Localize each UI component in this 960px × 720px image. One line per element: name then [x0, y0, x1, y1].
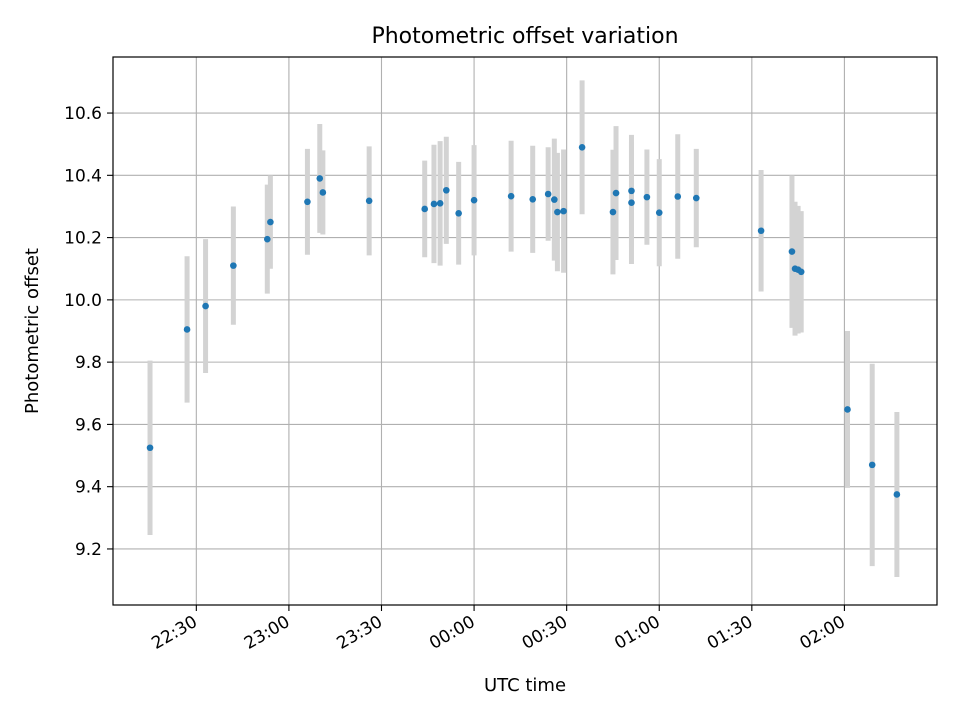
x-tick-label: 23:30 — [334, 612, 386, 654]
data-point — [470, 196, 478, 204]
plot-frame — [112, 56, 938, 606]
data-point — [868, 461, 876, 469]
y-axis-label: Photometric offset — [22, 248, 43, 414]
data-point — [893, 491, 901, 498]
x-tick-label: 22:30 — [148, 612, 200, 654]
y-tick-label: 10.2 — [64, 229, 102, 249]
data-point — [578, 143, 586, 151]
data-point — [230, 262, 237, 269]
data-point — [788, 248, 796, 255]
x-tick-label: 01:00 — [611, 612, 663, 654]
data-point — [436, 200, 444, 207]
y-tick-label: 9.4 — [75, 478, 102, 498]
x-tick-label: 23:00 — [241, 612, 293, 654]
data-point — [757, 227, 765, 235]
data-point — [612, 189, 620, 197]
data-point — [507, 192, 515, 200]
x-axis-label: UTC time — [484, 675, 566, 696]
data-point — [267, 218, 274, 226]
x-axis: 22:30 23:00 23:30 00:00 00:30 01:00 01:30 02:00 — [148, 605, 849, 654]
data-point — [609, 208, 617, 216]
x-tick-label: 02:00 — [796, 612, 848, 654]
chart-title: Photometric offset variation — [371, 24, 678, 49]
data-point — [421, 205, 429, 213]
y-tick-label: 9.2 — [75, 540, 102, 560]
x-tick-label: 00:30 — [519, 612, 571, 654]
data-point — [316, 175, 324, 182]
data-point — [554, 208, 561, 216]
y-tick-label: 10.4 — [64, 166, 102, 186]
data-point — [443, 186, 450, 194]
y-tick-label: 10.0 — [64, 291, 102, 311]
x-tick-label: 00:00 — [426, 612, 478, 654]
data-point — [183, 326, 191, 333]
data-point — [797, 268, 805, 276]
data-point — [628, 187, 635, 195]
data-points — [146, 143, 901, 498]
data-point — [529, 195, 537, 203]
data-point — [319, 189, 327, 196]
grid — [113, 57, 937, 605]
data-point — [304, 198, 311, 206]
data-point — [628, 199, 635, 207]
data-point — [430, 200, 438, 208]
data-point — [264, 235, 271, 243]
data-point — [544, 190, 552, 198]
y-tick-label: 10.6 — [64, 104, 102, 124]
data-point — [365, 197, 373, 205]
data-point — [560, 207, 567, 215]
y-tick-label: 9.6 — [75, 415, 102, 435]
data-point — [643, 193, 651, 201]
y-axis: 9.2 9.4 9.6 9.8 10.0 10.2 10.4 10.6 — [64, 104, 113, 560]
data-point — [455, 210, 462, 217]
y-tick-label: 9.8 — [75, 353, 102, 373]
data-point — [844, 406, 851, 413]
data-point — [202, 302, 209, 310]
data-point — [146, 444, 154, 452]
data-point — [692, 194, 700, 202]
data-point — [674, 193, 682, 200]
data-point — [655, 209, 663, 216]
x-tick-label: 01:30 — [704, 612, 756, 654]
error-bars — [147, 80, 900, 577]
data-point — [551, 196, 558, 203]
